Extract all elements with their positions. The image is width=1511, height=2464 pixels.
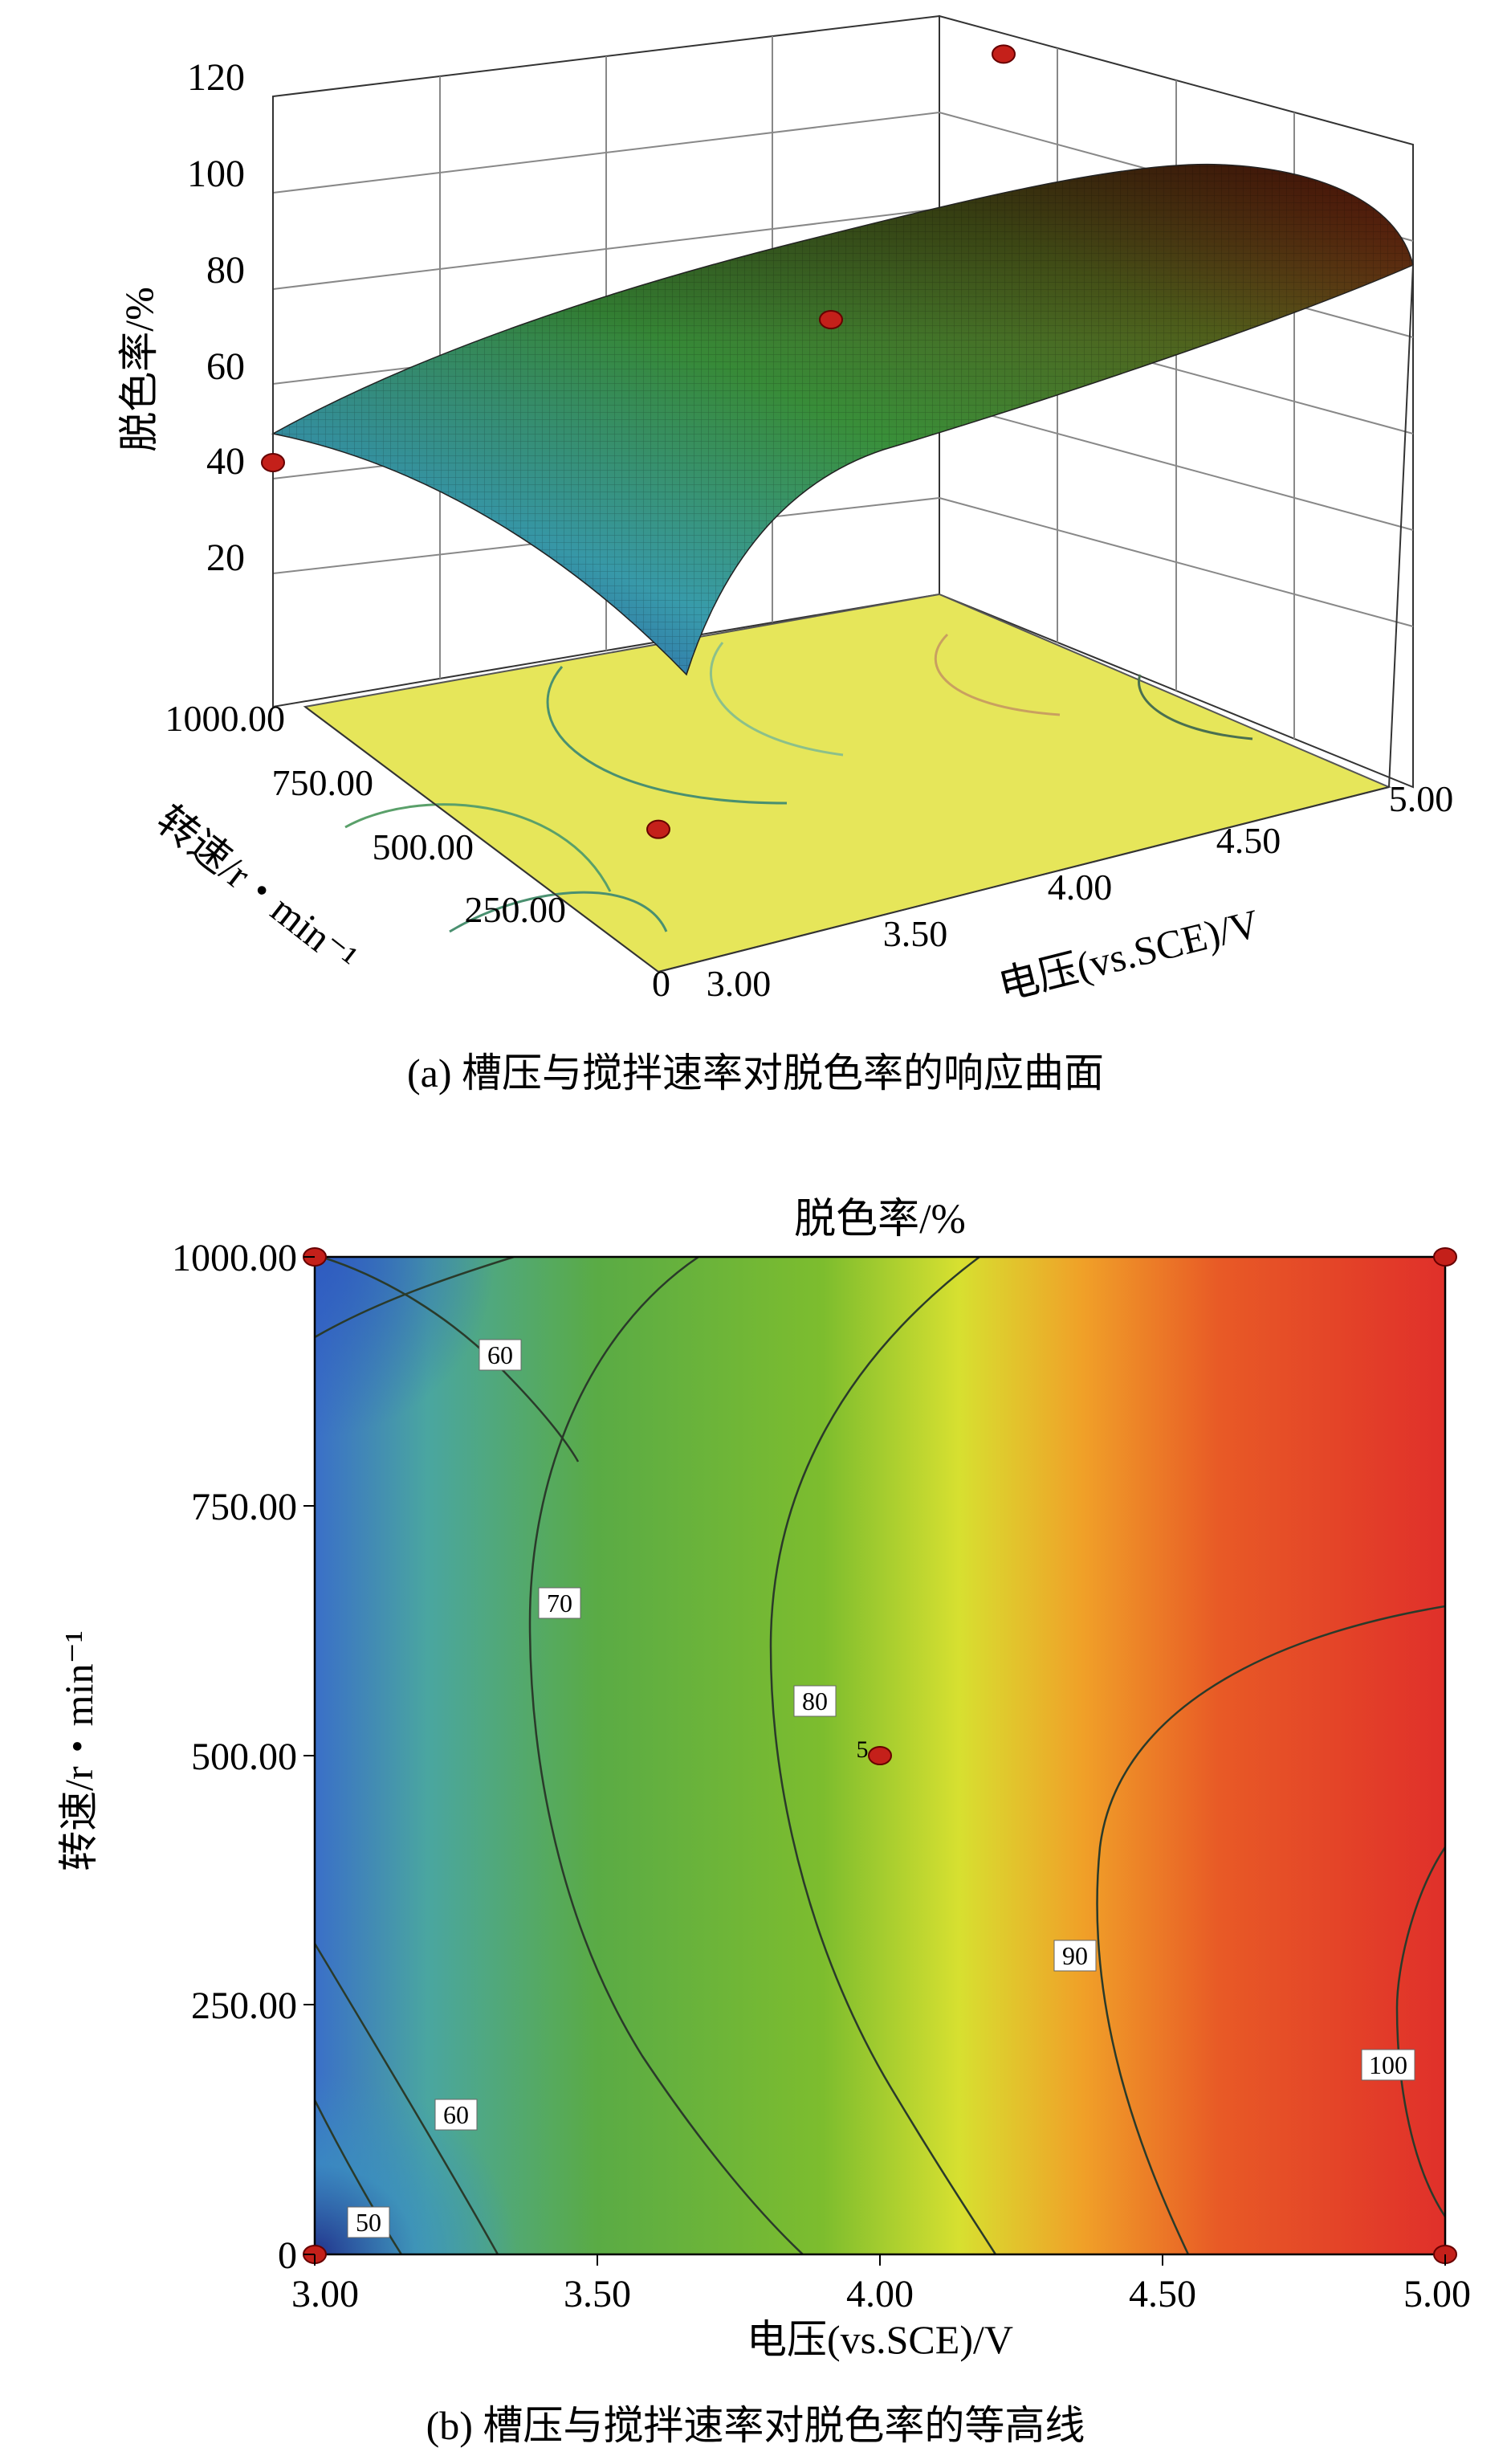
x-tick: 3.00 bbox=[291, 2273, 359, 2315]
y-tick: 750.00 bbox=[272, 762, 374, 803]
z-axis-label: 脱色率/% bbox=[116, 287, 161, 452]
x-axis-label: 电压(vs.SCE)/V bbox=[994, 900, 1264, 1009]
y-tick: 750.00 bbox=[191, 1486, 297, 1528]
svg-text:70: 70 bbox=[547, 1589, 572, 1618]
svg-text:60: 60 bbox=[487, 1340, 513, 1369]
x-tick: 3.00 bbox=[707, 963, 772, 1004]
x-axis-ticks: 3.00 3.50 4.00 4.50 5.00 bbox=[707, 778, 1454, 1004]
contour-title: 脱色率/% bbox=[794, 1197, 966, 1242]
contour-label: 80 bbox=[793, 1685, 837, 1717]
y-axis-ticks: 1000.00 750.00 500.00 250.00 0 bbox=[165, 698, 671, 1004]
svg-text:50: 50 bbox=[356, 2208, 381, 2237]
x-tick: 3.50 bbox=[883, 913, 948, 954]
design-point bbox=[819, 310, 843, 329]
y-tick: 250.00 bbox=[191, 1985, 297, 2027]
response-surface bbox=[271, 163, 1414, 676]
y-tick: 0 bbox=[278, 2234, 297, 2277]
contour-panel: 脱色率/% 50 60 60 70 80 90 100 5 bbox=[0, 1124, 1511, 2460]
y-tick: 1000.00 bbox=[165, 698, 286, 739]
contour-label: 70 bbox=[538, 1587, 581, 1619]
caption-a: (a) 槽压与搅拌速率对脱色率的响应曲面 bbox=[407, 1050, 1104, 1095]
svg-text:60: 60 bbox=[443, 2100, 469, 2129]
surface-panel: 120 100 80 60 40 20 脱色率/% 1000.00 750.00… bbox=[0, 0, 1511, 1124]
front-axes bbox=[272, 96, 1414, 973]
design-point bbox=[1433, 1247, 1457, 1267]
contour-label: 60 bbox=[479, 1339, 522, 1371]
y-tick: 1000.00 bbox=[172, 1237, 297, 1279]
z-tick: 60 bbox=[206, 345, 245, 388]
x-tick: 4.00 bbox=[1048, 867, 1113, 908]
x-tick: 4.50 bbox=[1216, 820, 1281, 861]
z-tick: 20 bbox=[206, 536, 245, 579]
contour-chart: 脱色率/% 50 60 60 70 80 90 100 5 bbox=[56, 1197, 1471, 2362]
y-tick: 0 bbox=[652, 963, 670, 1004]
z-tick: 40 bbox=[206, 440, 245, 483]
x-tick: 4.50 bbox=[1129, 2273, 1196, 2315]
contour-label: 90 bbox=[1053, 1940, 1097, 1972]
svg-text:80: 80 bbox=[802, 1687, 828, 1715]
contour-label: 50 bbox=[347, 2206, 390, 2238]
contour-label: 60 bbox=[434, 2099, 478, 2131]
contour-label: 100 bbox=[1361, 2049, 1415, 2081]
x-tick: 4.00 bbox=[846, 2273, 914, 2315]
x-axis-label: 电压(vs.SCE)/V bbox=[747, 2317, 1013, 2362]
z-tick: 100 bbox=[187, 153, 245, 195]
y-axis-label: 转速/r・min⁻¹ bbox=[56, 1630, 101, 1871]
caption-b: (b) 槽压与搅拌速率对脱色率的等高线 bbox=[426, 2403, 1085, 2448]
x-tick: 5.00 bbox=[1389, 778, 1454, 819]
design-point bbox=[868, 1746, 892, 1765]
svg-text:100: 100 bbox=[1369, 2050, 1407, 2079]
contour-design-points bbox=[303, 1247, 1457, 2264]
design-point bbox=[992, 44, 1016, 64]
y-tick: 500.00 bbox=[191, 1736, 297, 1778]
y-axis bbox=[303, 1256, 315, 2255]
y-tick: 250.00 bbox=[465, 889, 567, 930]
x-axis bbox=[314, 2254, 1446, 2266]
y-axis-label: 转速/r・min⁻¹ bbox=[149, 797, 366, 981]
x-tick: 5.00 bbox=[1403, 2273, 1471, 2315]
z-axis-ticks: 120 100 80 60 40 20 bbox=[187, 56, 245, 579]
center-point-label: 5 bbox=[857, 1736, 869, 1763]
x-tick: 3.50 bbox=[564, 2273, 631, 2315]
surface-design-points bbox=[261, 44, 1016, 839]
y-tick: 500.00 bbox=[373, 826, 474, 867]
design-point bbox=[261, 453, 285, 472]
design-point bbox=[646, 819, 670, 839]
z-tick: 120 bbox=[187, 56, 245, 99]
surface-chart: 120 100 80 60 40 20 脱色率/% 1000.00 750.00… bbox=[116, 14, 1454, 1009]
contour-labels: 50 60 60 70 80 90 100 bbox=[347, 1339, 1415, 2238]
z-tick: 80 bbox=[206, 249, 245, 292]
svg-text:90: 90 bbox=[1062, 1941, 1088, 1970]
